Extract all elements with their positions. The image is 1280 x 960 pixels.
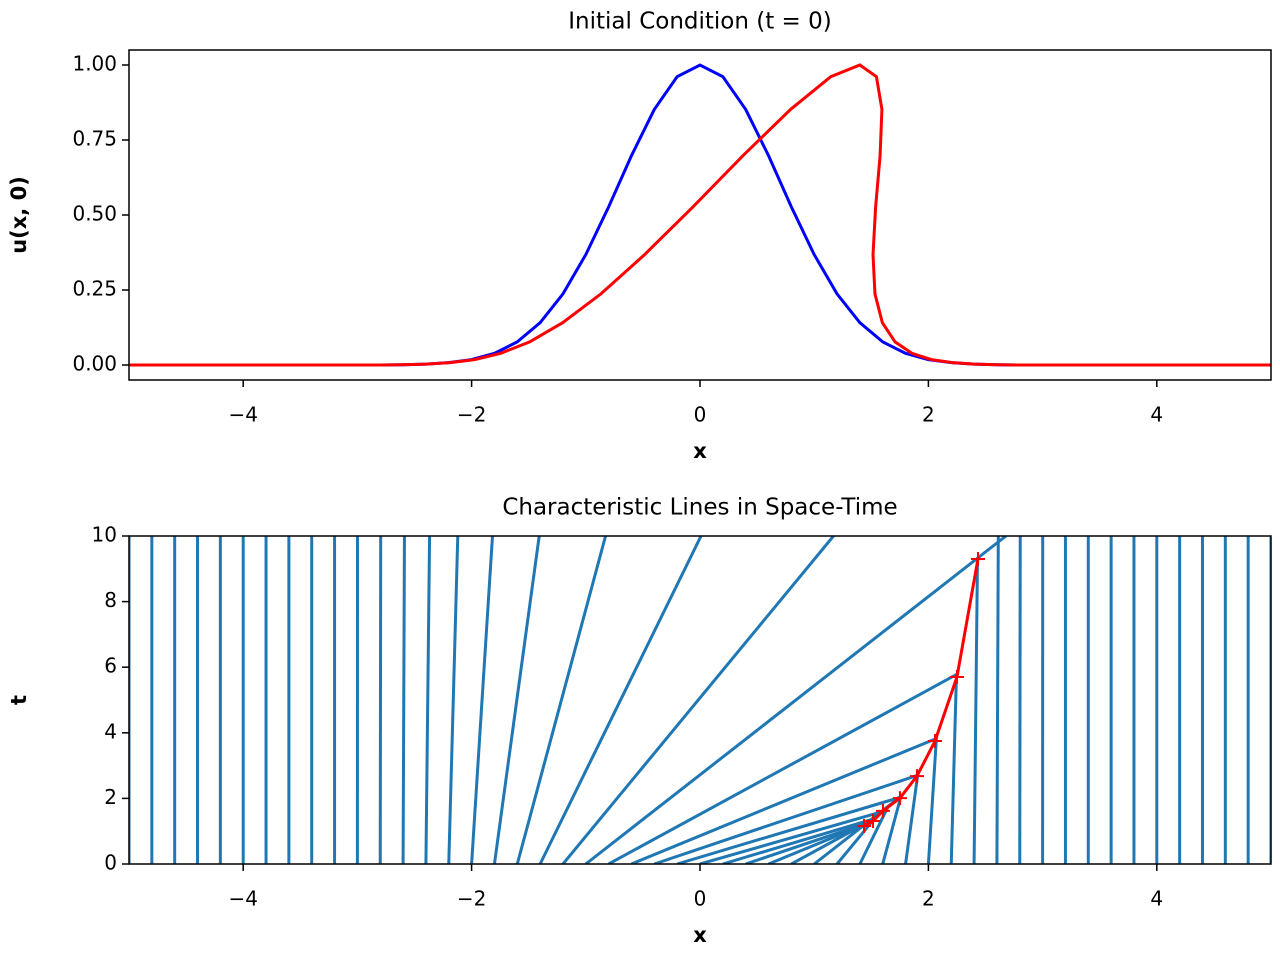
axes-frame — [128, 49, 1272, 381]
y-tick-label: 2 — [104, 785, 117, 809]
curve — [129, 63, 1271, 367]
characteristic-line — [995, 536, 1000, 864]
y-axis-label: t — [7, 695, 31, 705]
characteristic-line — [515, 536, 608, 864]
characteristic-line — [972, 561, 979, 864]
characteristic-line — [926, 736, 939, 864]
characteristic-line — [949, 678, 958, 864]
characteristic-line — [538, 536, 703, 864]
x-tick-label: 2 — [922, 403, 935, 427]
characteristic-line — [699, 810, 883, 864]
y-tick-label: 0.50 — [72, 202, 117, 226]
characteristic-line — [584, 536, 1007, 864]
x-tick-label: −4 — [228, 887, 257, 911]
characteristic-line — [424, 536, 432, 864]
shock-marker — [866, 814, 881, 829]
shock-marker — [909, 769, 924, 784]
y-tick-label: 10 — [92, 523, 117, 547]
x-axis-label: x — [693, 923, 707, 947]
shock-marker — [892, 791, 907, 806]
axes-frame — [128, 535, 1272, 865]
y-tick-label: 0 — [104, 851, 117, 875]
y-tick-label: 0.00 — [72, 352, 117, 376]
shock-marker — [856, 818, 871, 833]
x-tick-label: 4 — [1150, 887, 1163, 911]
characteristic-line — [607, 672, 959, 864]
shock-marker — [928, 734, 943, 748]
shock-marker — [970, 551, 985, 566]
y-tick-label: 0.25 — [72, 277, 117, 301]
chart-title: Initial Condition (t = 0) — [568, 9, 832, 35]
x-axis-label: x — [693, 439, 707, 463]
y-axis-label: u(x, 0) — [7, 176, 31, 254]
characteristic-line — [835, 820, 874, 864]
y-tick-label: 4 — [104, 719, 117, 743]
x-tick-label: −4 — [228, 403, 257, 427]
characteristic-line — [401, 536, 406, 864]
y-tick-label: 1.00 — [72, 52, 117, 76]
plot-area — [129, 536, 1271, 864]
shock-curve — [863, 558, 980, 828]
x-tick-label: 4 — [1150, 403, 1163, 427]
shock-marker — [875, 803, 890, 818]
y-tick-label: 6 — [104, 654, 117, 678]
y-tick-label: 8 — [104, 588, 117, 612]
characteristic-line — [630, 737, 937, 864]
curve — [129, 63, 1271, 367]
x-tick-label: 2 — [922, 887, 935, 911]
characteristic-line — [561, 536, 835, 864]
characteristic-line — [470, 536, 494, 864]
characteristic-line — [447, 536, 460, 864]
x-tick-label: 0 — [694, 403, 707, 427]
y-tick-label: 0.75 — [72, 127, 117, 151]
characteristic-line — [904, 774, 920, 864]
characteristic-line — [492, 536, 541, 864]
x-tick-label: −2 — [457, 887, 486, 911]
x-tick-label: 0 — [694, 887, 707, 911]
characteristic-line — [676, 795, 902, 864]
characteristic-line — [653, 773, 918, 864]
plot-area — [129, 63, 1271, 367]
characteristic-line — [881, 796, 903, 864]
characteristic-line — [722, 816, 877, 864]
x-tick-label: −2 — [457, 403, 486, 427]
shock-marker — [949, 670, 964, 685]
chart-title: Characteristic Lines in Space-Time — [502, 495, 897, 521]
